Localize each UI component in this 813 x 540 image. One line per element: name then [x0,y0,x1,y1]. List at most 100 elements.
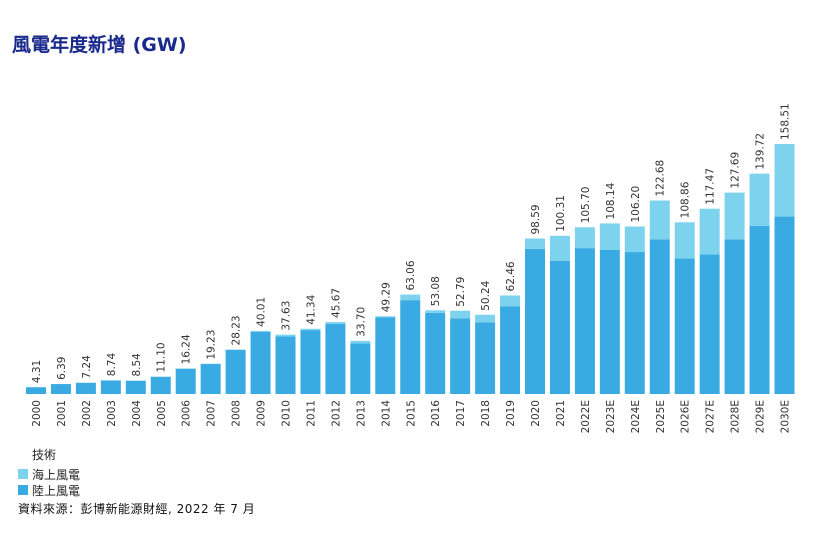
data-label-2020: 98.59 [530,204,542,234]
x-tick-label-2013: 2013 [355,400,367,427]
bar-onshore-2001 [50,384,71,394]
bar-onshore-2010 [275,336,296,394]
bar-offshore-2026E [674,222,695,259]
x-tick-label-2017: 2017 [455,400,467,427]
bar-offshore-2012 [325,321,346,324]
bar-onshore-2023E [599,249,620,394]
bar-onshore-2017 [450,318,471,394]
x-tick-label-2010: 2010 [281,400,293,427]
data-label-2016: 53.08 [430,276,442,306]
x-tick-label-2022E: 2022E [580,400,592,433]
bar-onshore-2030E [774,216,795,394]
chart-title: 風電年度新增 (GW) [12,34,187,56]
data-label-2008: 28.23 [231,315,243,345]
data-label-2001: 6.39 [56,357,68,380]
x-tick-label-2004: 2004 [131,400,143,427]
bar-offshore-2028E [724,192,745,240]
x-tick-label-2018: 2018 [480,400,492,427]
bar-offshore-2030E [774,144,795,217]
x-tick-label-2009: 2009 [256,400,268,427]
bar-onshore-2022E [574,248,595,394]
bar-onshore-2003 [100,380,121,394]
legend-swatch-offshore [18,469,28,479]
bar-offshore-2022E [574,227,595,249]
bar-onshore-2013 [350,343,371,394]
x-tick-label-2025E: 2025E [655,400,667,433]
data-label-2003: 8.74 [106,353,118,377]
bar-onshore-2007 [200,364,221,394]
data-label-2000: 4.31 [31,360,43,383]
bar-onshore-2011 [300,330,321,394]
data-label-2002: 7.24 [81,355,93,379]
data-label-2014: 49.29 [380,282,392,312]
x-tick-label-2027E: 2027E [705,400,717,433]
data-label-2011: 41.34 [305,294,317,324]
bar-onshore-2026E [674,258,695,394]
legend-item-offshore: 海上風電 [18,466,80,482]
bar-onshore-2028E [724,239,745,394]
bar-onshore-2000 [26,387,46,394]
bar-offshore-2021 [549,235,570,261]
x-tick-label-2021: 2021 [555,400,567,427]
bar-onshore-2019 [500,306,521,394]
x-tick-label-2016: 2016 [430,400,442,427]
data-label-2007: 19.23 [206,330,218,360]
bar-offshore-2009 [250,330,271,332]
bar-offshore-2017 [450,310,471,319]
bar-offshore-2025E [649,200,670,240]
bar-offshore-2018 [475,314,496,323]
bar-onshore-2016 [425,312,446,394]
data-label-2005: 11.10 [156,342,168,372]
bar-offshore-2019 [500,295,521,307]
data-label-2017: 52.79 [455,277,467,307]
data-label-2015: 63.06 [405,260,417,290]
data-label-2019: 62.46 [505,261,517,291]
x-tick-label-2015: 2015 [405,400,417,427]
data-label-2004: 8.54 [131,353,143,377]
bar-offshore-2020 [525,238,545,249]
bar-offshore-2016 [425,310,446,313]
data-label-2006: 16.24 [181,334,193,364]
data-label-2022E: 105.70 [580,187,592,224]
x-tick-label-2001: 2001 [56,400,68,427]
legend-item-onshore: 陸上風電 [18,482,80,498]
bar-offshore-2023E [599,223,620,250]
bar-onshore-2027E [699,254,720,394]
data-label-2013: 33.70 [355,307,367,337]
bar-onshore-2002 [75,382,96,394]
x-tick-label-2008: 2008 [231,400,243,427]
source-note: 資料來源：彭博新能源財經, 2022 年 7 月 [18,502,256,516]
data-label-2029E: 139.72 [755,133,767,170]
x-tick-label-2028E: 2028E [730,400,742,433]
bar-offshore-2029E [749,173,770,227]
x-tick-label-2005: 2005 [156,400,168,427]
data-label-2023E: 108.14 [605,182,617,219]
legend-swatch-onshore [18,485,28,495]
x-tick-label-2030E: 2030E [780,400,792,433]
x-tick-label-2020: 2020 [530,400,542,427]
data-label-2009: 40.01 [256,297,268,327]
data-label-2021: 100.31 [555,195,567,232]
x-tick-label-2002: 2002 [81,400,93,427]
bar-onshore-2006 [175,368,196,394]
x-tick-label-2011: 2011 [305,400,317,427]
x-tick-label-2006: 2006 [181,400,193,427]
bar-offshore-2014 [375,316,396,318]
bar-onshore-2004 [125,380,146,394]
bar-chart: 4.31 2000 6.39 2001 7.24 2002 8.74 2003 8.54 2004… [26,103,795,433]
data-label-2028E: 127.69 [730,152,742,189]
legend-label-onshore: 陸上風電 [32,483,81,498]
bar-onshore-2014 [375,317,396,394]
data-label-2010: 37.63 [281,301,293,331]
x-tick-label-2024E: 2024E [630,400,642,433]
bar-offshore-2027E [699,208,720,255]
x-tick-label-2007: 2007 [206,400,218,427]
x-tick-label-2026E: 2026E [680,400,692,433]
bar-onshore-2015 [400,300,421,394]
legend-title: 技術 [32,448,57,462]
x-tick-label-2029E: 2029E [755,400,767,433]
legend: 技術 海上風電 陸上風電 [18,446,80,498]
data-label-2030E: 158.51 [780,103,792,140]
x-tick-label-2000: 2000 [31,400,43,427]
bar-offshore-2011 [300,328,321,331]
